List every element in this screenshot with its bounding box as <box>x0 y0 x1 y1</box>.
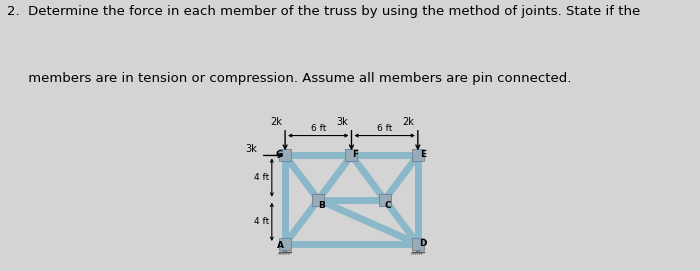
Text: E: E <box>420 150 426 159</box>
Polygon shape <box>414 244 422 250</box>
Text: 3k: 3k <box>337 117 348 127</box>
Text: G: G <box>276 150 284 159</box>
Text: 2k: 2k <box>270 117 282 127</box>
Text: members are in tension or compression. Assume all members are pin connected.: members are in tension or compression. A… <box>7 72 571 85</box>
Circle shape <box>416 249 419 252</box>
Text: C: C <box>385 201 391 210</box>
Text: 4 ft: 4 ft <box>254 217 270 226</box>
Text: D: D <box>419 240 427 249</box>
Text: 6 ft: 6 ft <box>311 124 326 133</box>
Text: 3k: 3k <box>246 144 258 154</box>
Circle shape <box>284 249 287 252</box>
Text: 4 ft: 4 ft <box>254 173 270 182</box>
Text: 2.  Determine the force in each member of the truss by using the method of joint: 2. Determine the force in each member of… <box>7 5 640 18</box>
Text: F: F <box>351 150 358 159</box>
Text: A: A <box>277 241 284 250</box>
Polygon shape <box>281 244 290 250</box>
Text: 6 ft: 6 ft <box>377 124 392 133</box>
Text: B: B <box>318 201 325 210</box>
Text: 2k: 2k <box>402 117 414 127</box>
